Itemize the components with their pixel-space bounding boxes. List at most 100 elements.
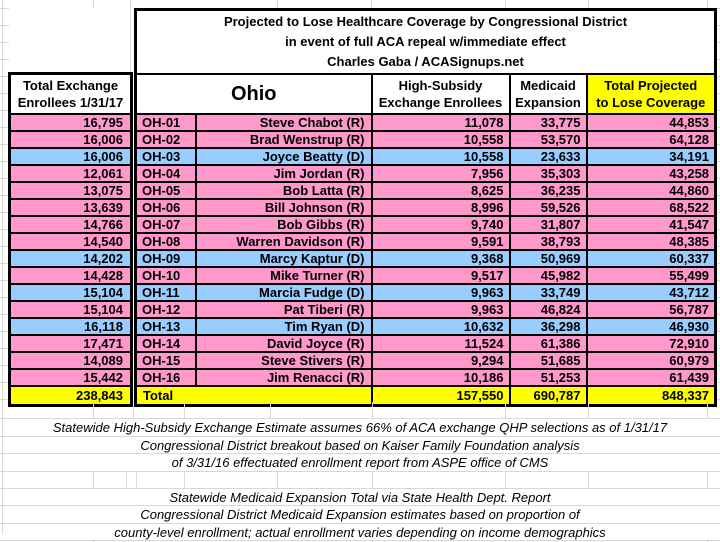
district-cell: OH-01 — [134, 113, 197, 132]
rep-name-cell: Steve Stivers (R) — [194, 351, 373, 370]
exchange-enrollees-cell: 16,006 — [8, 130, 133, 149]
grid-line-vertical — [371, 0, 372, 8]
title-line3: Charles Gaba / ACASignups.net — [327, 54, 524, 69]
district-row: OH-13 Tim Ryan (D) 10,632 36,298 46,930 — [134, 317, 717, 336]
exchange-enrollees-cell: 14,766 — [8, 215, 133, 234]
total-projected-cell: 60,979 — [585, 351, 717, 370]
total-projected-cell: 72,910 — [585, 334, 717, 353]
left-table-row: 17,471 — [8, 334, 133, 353]
district-cell: OH-05 — [134, 181, 197, 200]
grid-line-vertical — [93, 0, 94, 8]
district-cell: OH-08 — [134, 232, 197, 251]
grid-left-margin — [0, 8, 9, 404]
title-line1: Projected to Lose Healthcare Coverage by… — [223, 14, 628, 29]
district-row: OH-16 Jim Renacci (R) 10,186 51,253 61,4… — [134, 368, 717, 387]
district-row: OH-10 Mike Turner (R) 9,517 45,982 55,49… — [134, 266, 717, 285]
district-row: OH-06 Bill Johnson (R) 8,996 59,526 68,5… — [134, 198, 717, 217]
exchange-enrollees-cell: 15,442 — [8, 368, 133, 387]
district-cell: OH-15 — [134, 351, 197, 370]
high-subsidy-cell: 8,996 — [370, 198, 511, 217]
grid-line-vertical — [130, 0, 131, 72]
medicaid-expansion-cell: 61,386 — [508, 334, 588, 353]
medicaid-header-line1: Medicaid — [520, 78, 576, 93]
total-medicaid-cell: 690,787 — [508, 385, 588, 406]
left-table-header-row: Total Exchange Enrollees 1/31/17 — [8, 72, 133, 115]
exchange-enrollees-cell: 12,061 — [8, 164, 133, 183]
total-projected-sum-cell: 848,337 — [585, 385, 717, 406]
rep-name-cell: Bill Johnson (R) — [194, 198, 373, 217]
coverage-table: Projected to Lose Healthcare Coverage by… — [134, 8, 718, 407]
grid-line-vertical — [505, 0, 506, 8]
left-table-row: 14,428 — [8, 266, 133, 285]
left-table-body: 16,795 16,006 16,006 12,061 13,075 13,63… — [8, 113, 133, 387]
medicaid-expansion-cell: 51,253 — [508, 368, 588, 387]
high-subsidy-cell: 7,956 — [370, 164, 511, 183]
title-row: Projected to Lose Healthcare Coverage by… — [134, 8, 717, 75]
left-table-row: 15,104 — [8, 283, 133, 302]
district-cell: OH-11 — [134, 283, 197, 302]
district-row: OH-12 Pat Tiberi (R) 9,963 46,824 56,787 — [134, 300, 717, 319]
left-table-row: 16,006 — [8, 147, 133, 166]
medicaid-expansion-cell: 59,526 — [508, 198, 588, 217]
col-header-medicaid: Medicaid Expansion — [508, 73, 588, 115]
left-total-row: 238,843 — [8, 385, 133, 406]
total-projected-cell: 41,547 — [585, 215, 717, 234]
district-row: OH-02 Brad Wenstrup (R) 10,558 53,570 64… — [134, 130, 717, 149]
total-projected-cell: 44,853 — [585, 113, 717, 132]
left-table-row: 16,006 — [8, 130, 133, 149]
high-subsidy-cell: 10,186 — [370, 368, 511, 387]
total-projected-cell: 56,787 — [585, 300, 717, 319]
state-header: Ohio — [134, 73, 373, 115]
high-subsidy-cell: 9,963 — [370, 283, 511, 302]
total-projected-cell: 61,439 — [585, 368, 717, 387]
total-header-line1: Total Projected — [604, 78, 698, 93]
footnote-line: Congressional District breakout based on… — [0, 437, 720, 454]
left-table-row: 16,118 — [8, 317, 133, 336]
column-header-row: Ohio High-Subsidy Exchange Enrollees Medi… — [134, 73, 717, 115]
grid-line-vertical — [588, 0, 589, 8]
exchange-enrollees-cell: 15,104 — [8, 300, 133, 319]
total-label-cell: Total — [134, 385, 373, 406]
footnote-line: Statewide High-Subsidy Exchange Estimate… — [0, 419, 720, 437]
left-table-header: Total Exchange Enrollees 1/31/17 — [8, 72, 133, 115]
district-cell: OH-13 — [134, 317, 197, 336]
left-table-row: 15,104 — [8, 300, 133, 319]
exchange-enrollees-cell: 15,104 — [8, 283, 133, 302]
district-cell: OH-07 — [134, 215, 197, 234]
exchange-enrollees-cell: 14,540 — [8, 232, 133, 251]
exchange-enrollees-cell: 13,075 — [8, 181, 133, 200]
high-subsidy-cell: 9,517 — [370, 266, 511, 285]
total-projected-cell: 60,337 — [585, 249, 717, 268]
total-projected-cell: 55,499 — [585, 266, 717, 285]
total-header-line2: to Lose Coverage — [596, 95, 706, 110]
rep-name-cell: Pat Tiberi (R) — [194, 300, 373, 319]
total-projected-cell: 48,385 — [585, 232, 717, 251]
district-row: OH-01 Steve Chabot (R) 11,078 33,775 44,… — [134, 113, 717, 132]
district-row: OH-14 David Joyce (R) 11,524 61,386 72,9… — [134, 334, 717, 353]
rep-name-cell: Brad Wenstrup (R) — [194, 130, 373, 149]
total-projected-cell: 44,860 — [585, 181, 717, 200]
district-row: OH-03 Joyce Beatty (D) 10,558 23,633 34,… — [134, 147, 717, 166]
high-subsidy-cell: 11,078 — [370, 113, 511, 132]
left-table-row: 13,639 — [8, 198, 133, 217]
medicaid-expansion-cell: 50,969 — [508, 249, 588, 268]
district-row: OH-07 Bob Gibbs (R) 9,740 31,807 41,547 — [134, 215, 717, 234]
rep-name-cell: Jim Jordan (R) — [194, 164, 373, 183]
high-subsidy-header-line2: Exchange Enrollees — [378, 95, 503, 110]
rep-name-cell: Jim Renacci (R) — [194, 368, 373, 387]
medicaid-expansion-cell: 33,749 — [508, 283, 588, 302]
left-table-row: 14,089 — [8, 351, 133, 370]
rep-name-cell: Bob Gibbs (R) — [194, 215, 373, 234]
left-table-row: 14,766 — [8, 215, 133, 234]
rep-name-cell: David Joyce (R) — [194, 334, 373, 353]
medicaid-expansion-cell: 38,793 — [508, 232, 588, 251]
district-row: OH-09 Marcy Kaptur (D) 9,368 50,969 60,3… — [134, 249, 717, 268]
col-header-high-subsidy: High-Subsidy Exchange Enrollees — [370, 73, 511, 115]
medicaid-expansion-cell: 23,633 — [508, 147, 588, 166]
medicaid-expansion-cell: 53,570 — [508, 130, 588, 149]
footnote-line: Statewide Medicaid Expansion Total via S… — [0, 489, 720, 506]
exchange-enrollees-cell: 16,795 — [8, 113, 133, 132]
district-row: OH-05 Bob Latta (R) 8,625 36,235 44,860 — [134, 181, 717, 200]
high-subsidy-cell: 9,294 — [370, 351, 511, 370]
rep-name-cell: Marcia Fudge (D) — [194, 283, 373, 302]
